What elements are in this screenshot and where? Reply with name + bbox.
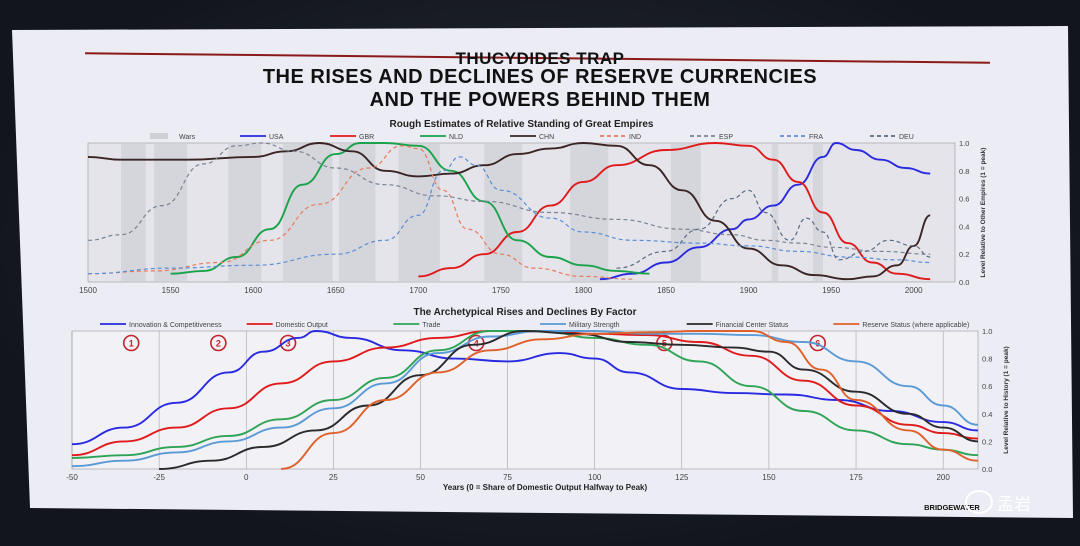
x-tick-label: 25	[329, 473, 338, 482]
war-band	[228, 143, 262, 282]
x-tick-label: 125	[675, 473, 689, 482]
x-tick-label: 1750	[492, 286, 510, 295]
x-tick-label: 1600	[244, 286, 262, 295]
y-tick-label: 1.0	[982, 327, 992, 336]
y-axis-label: Level Relative to Other Empires (1 = pea…	[980, 148, 987, 278]
y-tick-label: 0.2	[959, 250, 969, 259]
y-tick-label: 0.4	[982, 410, 992, 419]
x-tick-label: 150	[762, 473, 776, 482]
slide-subtitle-1: THE RISES AND DECLINES OF RESERVE CURREN…	[262, 66, 818, 88]
legend-label: Trade	[422, 322, 440, 329]
chart-title: The Archetypical Rises and Declines By F…	[413, 307, 636, 318]
x-tick-label: 1700	[409, 286, 427, 295]
top-chart: 1500 1550 1600 1650 1700 1750 1800 1850 1900 1950…	[79, 119, 987, 295]
series-line-deu	[616, 189, 931, 269]
series-line-innovation-competitiveness	[71, 330, 979, 446]
legend-label: USA	[269, 134, 284, 141]
x-tick-label: 1550	[162, 286, 180, 295]
legend-label: DEU	[899, 134, 914, 141]
legend-label: Wars	[179, 134, 196, 141]
y-tick-label: 0.0	[959, 278, 969, 287]
y-tick-label: 0.6	[959, 195, 969, 204]
legend-label: Innovation & Competitiveness	[129, 322, 222, 329]
y-tick-label: 0.2	[982, 437, 992, 446]
x-tick-label: 75	[503, 473, 512, 482]
watermark-text: 孟岩	[997, 494, 1031, 515]
phase-marker	[122, 334, 140, 352]
x-tick-label: 1500	[79, 286, 97, 295]
x-tick-label: 1850	[657, 286, 675, 295]
y-tick-label: 0.0	[982, 465, 992, 474]
war-band	[398, 143, 440, 282]
series-line-chn	[87, 142, 931, 281]
phase-marker-label: 2	[216, 339, 221, 349]
x-tick-label: -25	[153, 473, 165, 482]
x-tick-label: 175	[849, 473, 863, 482]
x-tick-label: -50	[66, 473, 78, 482]
x-tick-label: 200	[936, 473, 950, 482]
phase-marker	[210, 334, 227, 352]
y-tick-label: 0.6	[982, 382, 992, 391]
x-axis-label: Years (0 = Share of Domestic Output Half…	[443, 483, 648, 492]
war-band	[154, 143, 188, 282]
x-tick-label: 2000	[905, 286, 923, 295]
watermark: 孟岩	[965, 488, 1065, 516]
y-tick-label: 0.4	[959, 222, 969, 231]
y-tick-label: 1.0	[959, 139, 969, 148]
phase-marker-label: 4	[474, 339, 479, 349]
war-band	[771, 143, 779, 282]
legend-label: NLD	[449, 134, 463, 141]
war-band	[282, 143, 333, 282]
legend-label: ESP	[719, 134, 733, 141]
series-line-fra	[87, 156, 931, 275]
war-band	[570, 143, 609, 282]
legend-label: Military Strength	[569, 322, 620, 329]
series-line-gbr	[418, 142, 931, 281]
series-line-nld	[170, 142, 650, 275]
legend-label: IND	[629, 134, 641, 141]
war-band	[812, 143, 823, 282]
x-tick-label: 1800	[575, 286, 593, 295]
x-tick-label: 1900	[740, 286, 758, 295]
phase-marker-label: 3	[286, 339, 291, 349]
legend-label: CHN	[539, 134, 554, 141]
series-line-usa	[599, 142, 931, 281]
brand-logo: BRIDGEWATER	[924, 503, 980, 512]
legend-label: Domestic Output	[276, 322, 328, 329]
war-band	[339, 143, 376, 282]
wechat-icon	[965, 490, 993, 514]
war-band	[121, 143, 146, 282]
legend-label: FRA	[809, 134, 823, 141]
x-tick-label: 1650	[327, 286, 345, 295]
bottom-chart: -50 -25 0 25 50 75 100 125 150 175 200 0.0 0.2 0.4 0.6…	[66, 307, 1010, 512]
series-line-esp	[87, 142, 931, 255]
legend-label: Reserve Status (where applicable)	[862, 322, 969, 329]
y-axis-label: Level Relative to History (1 = peak)	[1003, 346, 1010, 453]
legend-swatch	[150, 133, 168, 139]
x-tick-label: 0	[244, 473, 249, 482]
legend-label: GBR	[359, 134, 374, 141]
y-tick-label: 0.8	[982, 355, 992, 364]
y-tick-label: 0.8	[959, 167, 969, 176]
x-tick-label: 100	[588, 473, 602, 482]
slide-subtitle-2: AND THE POWERS BEHIND THEM	[369, 89, 711, 111]
legend-label: Financial Center Status	[716, 322, 789, 329]
chart-title: Rough Estimates of Relative Standing of …	[390, 119, 654, 130]
war-band	[670, 143, 701, 282]
x-tick-label: 50	[416, 473, 425, 482]
series-line-reserve-status-where-applicable	[281, 330, 979, 470]
slide-title: THUCYDIDES TRAP	[455, 49, 625, 68]
x-tick-label: 1950	[822, 286, 840, 295]
phase-marker-label: 1	[129, 339, 134, 349]
war-band	[484, 143, 523, 282]
phase-marker	[279, 334, 297, 352]
